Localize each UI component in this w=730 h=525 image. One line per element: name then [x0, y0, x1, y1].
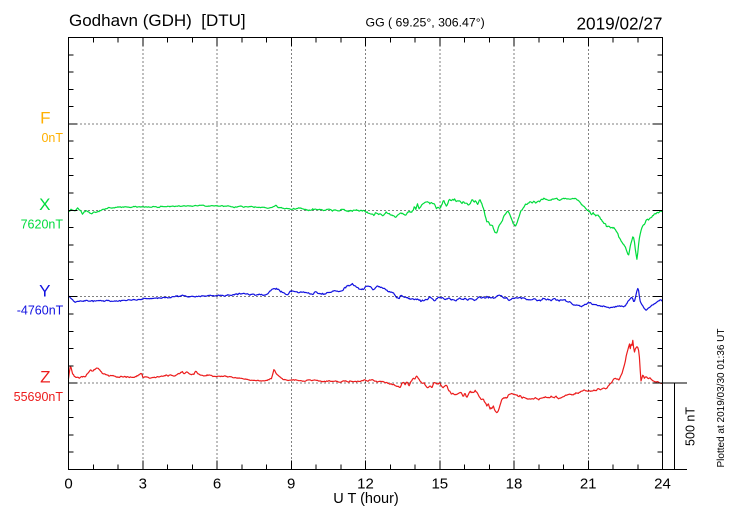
svg-text:12: 12: [357, 476, 374, 493]
svg-text:Plotted at 2019/03/30 01:36 UT: Plotted at 2019/03/30 01:36 UT: [716, 329, 727, 468]
svg-text:0nT: 0nT: [41, 131, 63, 145]
svg-text:Z: Z: [40, 368, 50, 387]
svg-text:500 nT: 500 nT: [684, 407, 698, 446]
svg-text:6: 6: [213, 476, 221, 493]
svg-text:-4760nT: -4760nT: [17, 304, 64, 318]
svg-text:Y: Y: [39, 281, 50, 300]
svg-text:9: 9: [287, 476, 295, 493]
svg-text:18: 18: [506, 476, 523, 493]
svg-text:U T (hour): U T (hour): [333, 491, 399, 507]
svg-text:55690nT: 55690nT: [14, 390, 64, 404]
svg-text:7620nT: 7620nT: [21, 217, 64, 231]
svg-text:GG ( 69.25°, 306.47°): GG ( 69.25°, 306.47°): [366, 16, 485, 30]
svg-text:2019/02/27: 2019/02/27: [576, 14, 662, 34]
svg-text:0: 0: [64, 476, 72, 493]
svg-text:X: X: [39, 195, 50, 214]
svg-text:21: 21: [580, 476, 597, 493]
svg-text:Godhavn (GDH) [DTU]: Godhavn (GDH) [DTU]: [69, 11, 246, 30]
svg-text:F: F: [40, 109, 50, 128]
svg-text:15: 15: [431, 476, 448, 493]
svg-text:24: 24: [654, 476, 671, 493]
svg-text:3: 3: [139, 476, 147, 493]
